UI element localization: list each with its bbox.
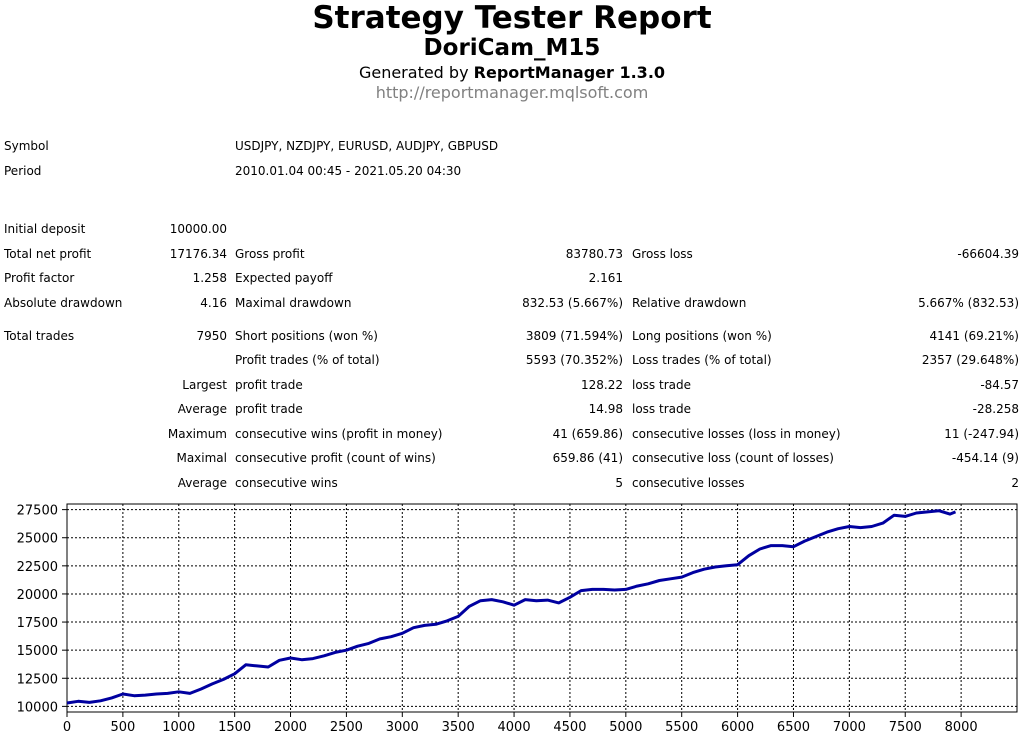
x-tick-label: 1000 <box>162 720 195 735</box>
avg-consecutive-wins-label: consecutive wins <box>235 476 338 490</box>
gross-profit-value: 83780.73 <box>565 247 623 261</box>
y-tick-label: 12500 <box>17 672 58 687</box>
report-title: Strategy Tester Report <box>312 0 712 36</box>
profit-factor-value: 1.258 <box>192 271 227 285</box>
largest-loss-trade-value: -84.57 <box>980 378 1019 392</box>
avg-consecutive-losses-value: 2 <box>1011 476 1019 490</box>
max-consecutive-wins-value: 41 (659.86) <box>552 427 623 441</box>
symbol-value: USDJPY, NZDJPY, EURUSD, AUDJPY, GBPUSD <box>235 139 499 153</box>
relative-drawdown-label: Relative drawdown <box>632 296 747 310</box>
profit-trades-value: 5593 (70.352%) <box>525 353 623 367</box>
maximal-consecutive-loss-value: -454.14 (9) <box>951 451 1019 465</box>
largest-profit-trade-value: 128.22 <box>581 378 623 392</box>
total-trades-label: Total trades <box>4 329 75 343</box>
profit-factor-label: Profit factor <box>4 271 75 285</box>
x-tick-label: 2000 <box>274 720 307 735</box>
maximal-consecutive-profit-value: 659.86 (41) <box>552 451 623 465</box>
maximal-drawdown-label: Maximal drawdown <box>235 296 352 310</box>
x-tick-label: 6000 <box>721 720 754 735</box>
maximal-drawdown-value: 832.53 (5.667%) <box>522 296 623 310</box>
average-profit-trade-value: 14.98 <box>588 402 623 416</box>
generated-prefix: Generated by <box>358 63 469 82</box>
x-tick-label: 6500 <box>777 720 810 735</box>
average-loss-trade-value: -28.258 <box>972 402 1019 416</box>
max-consecutive-losses-label: consecutive losses (loss in money) <box>632 427 841 441</box>
gross-loss-value: -66604.39 <box>957 247 1019 261</box>
x-tick-label: 4000 <box>498 720 531 735</box>
absolute-drawdown-value: 4.16 <box>200 296 227 310</box>
max-consecutive-losses-value: 11 (-247.94) <box>944 427 1019 441</box>
generated-by-line: Generated by ReportManager 1.3.0 <box>0 62 1024 84</box>
balance-line <box>66 509 957 705</box>
x-tick-label: 500 <box>110 720 135 735</box>
x-tick-label: 2500 <box>330 720 363 735</box>
total-trades-value: 7950 <box>196 329 227 343</box>
balance-chart: 1000012500150001750020000225002500027500… <box>17 503 1018 735</box>
x-tick-label: 5500 <box>665 720 698 735</box>
loss-trades-value: 2357 (29.648%) <box>921 353 1019 367</box>
gross-profit-label: Gross profit <box>235 247 305 261</box>
largest-loss-trade-label: loss trade <box>632 378 691 392</box>
loss-trades-label: Loss trades (% of total) <box>632 353 772 367</box>
x-tick-label: 7000 <box>833 720 866 735</box>
plot-frame <box>66 503 1018 713</box>
average-label: Average <box>177 402 227 416</box>
average-loss-trade-label: loss trade <box>632 402 691 416</box>
short-positions-value: 3809 (71.594%) <box>525 329 623 343</box>
largest-profit-trade-label: profit trade <box>235 378 303 392</box>
y-tick-label: 25000 <box>17 532 58 547</box>
x-tick-label: 5000 <box>609 720 642 735</box>
average-consecutive-label: Average <box>177 476 227 490</box>
avg-consecutive-losses-label: consecutive losses <box>632 476 745 490</box>
initial-deposit-value: 10000.00 <box>169 222 227 236</box>
y-tick-label: 10000 <box>17 700 58 715</box>
expected-payoff-label: Expected payoff <box>235 271 333 285</box>
maximal-consecutive-profit-label: consecutive profit (count of wins) <box>235 451 436 465</box>
y-tick-label: 17500 <box>17 616 58 631</box>
y-tick-label: 27500 <box>17 504 58 519</box>
maximum-label: Maximum <box>167 427 227 441</box>
y-tick-label: 20000 <box>17 588 58 603</box>
symbol-label: Symbol <box>4 139 49 153</box>
gross-loss-label: Gross loss <box>632 247 693 261</box>
total-net-profit-label: Total net profit <box>4 247 92 261</box>
max-consecutive-wins-label: consecutive wins (profit in money) <box>235 427 443 441</box>
x-tick-label: 3500 <box>442 720 475 735</box>
relative-drawdown-value: 5.667% (832.53) <box>918 296 1019 310</box>
expert-advisor-name: DoriCam_M15 <box>423 35 601 61</box>
short-positions-label: Short positions (won %) <box>235 329 378 343</box>
long-positions-label: Long positions (won %) <box>632 329 772 343</box>
profit-trades-label: Profit trades (% of total) <box>235 353 380 367</box>
generator-name: ReportManager 1.3.0 <box>473 63 666 82</box>
absolute-drawdown-label: Absolute drawdown <box>4 296 123 310</box>
period-value: 2010.01.04 00:45 - 2021.05.20 04:30 <box>235 164 462 178</box>
y-tick-label: 15000 <box>17 644 58 659</box>
maximal-label: Maximal <box>176 451 227 465</box>
report-url: http://reportmanager.mqlsoft.com <box>375 83 649 102</box>
maximal-consecutive-loss-label: consecutive loss (count of losses) <box>632 451 834 465</box>
x-tick-label: 4500 <box>553 720 586 735</box>
total-net-profit-value: 17176.34 <box>169 247 227 261</box>
initial-deposit-label: Initial deposit <box>4 222 86 236</box>
x-tick-label: 8000 <box>945 720 978 735</box>
x-tick-label: 1500 <box>218 720 251 735</box>
y-tick-label: 22500 <box>17 560 58 575</box>
avg-consecutive-wins-value: 5 <box>615 476 623 490</box>
long-positions-value: 4141 (69.21%) <box>929 329 1019 343</box>
x-tick-label: 0 <box>63 720 71 735</box>
expected-payoff-value: 2.161 <box>588 271 623 285</box>
largest-label: Largest <box>182 378 227 392</box>
period-label: Period <box>4 164 42 178</box>
average-profit-trade-label: profit trade <box>235 402 303 416</box>
x-tick-label: 7500 <box>889 720 922 735</box>
x-tick-label: 3000 <box>386 720 419 735</box>
